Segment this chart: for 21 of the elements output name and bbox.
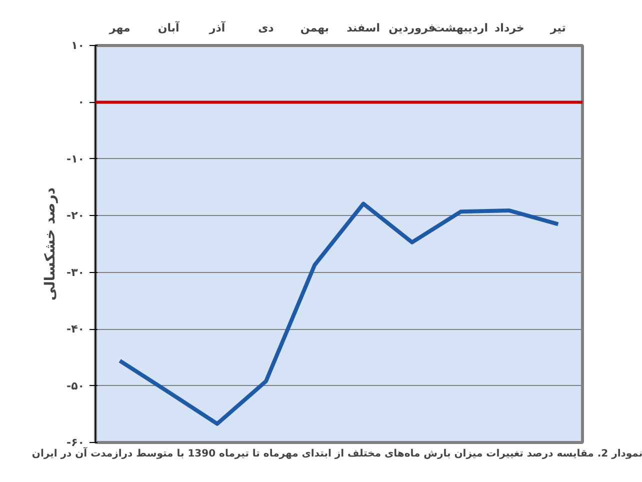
text: نمودار 2. مقایسه درصد تغییرات میزان بارش ماه‌های مختلف از ابتدای مهرماه تا تیرماه 1390 با متوسط درازمدت آن در ایران bbox=[32, 446, 642, 460]
line-series bbox=[118, 202, 560, 426]
x-tick-label: مهر bbox=[108, 22, 130, 34]
x-tick-label: بهمن bbox=[300, 22, 329, 34]
x-tick-label: فروردین bbox=[388, 22, 436, 34]
y-tick-label: ۱۰ bbox=[71, 39, 85, 52]
y-axis-title: درصد خشکسالی bbox=[42, 187, 59, 301]
y-tick-label: -۶۰ bbox=[66, 436, 85, 449]
x-tick-label: آذر bbox=[208, 20, 226, 34]
x-tick-label: اسفند bbox=[346, 22, 380, 34]
y-tick-label: -۵۰ bbox=[66, 379, 85, 392]
x-tick-label: دی bbox=[258, 22, 274, 34]
x-tick-label: تیر bbox=[549, 22, 566, 34]
y-tick-label: -۲۰ bbox=[66, 209, 85, 222]
y-tick-label: -۳۰ bbox=[66, 266, 85, 279]
y-tick-label: -۴۰ bbox=[66, 322, 85, 336]
x-tick-label: آبان bbox=[158, 20, 180, 34]
x-tick-label: اردیبهشت bbox=[434, 22, 488, 34]
y-tick-label: ۰ bbox=[78, 96, 85, 109]
y-tick-label: -۱۰ bbox=[66, 152, 85, 166]
x-tick-label: خرداد bbox=[494, 22, 524, 34]
